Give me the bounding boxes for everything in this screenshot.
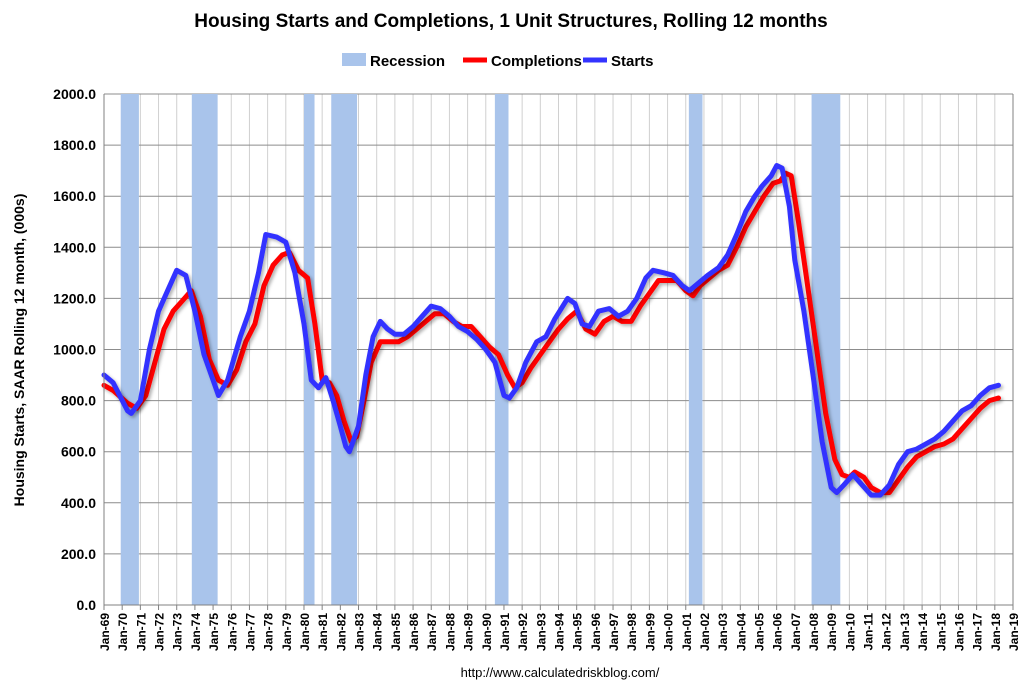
x-tick-label: Jan-96 [589, 613, 603, 651]
y-tick-label: 1000.0 [53, 342, 96, 358]
y-tick-label: 0.0 [77, 597, 97, 613]
y-tick-label: 1600.0 [53, 188, 96, 204]
x-tick-label: Jan-18 [989, 613, 1003, 651]
x-tick-label: Jan-09 [825, 613, 839, 651]
x-tick-label: Jan-81 [316, 613, 330, 651]
x-tick-label: Jan-76 [225, 613, 239, 651]
x-tick-label: Jan-71 [134, 613, 148, 651]
x-tick-label: Jan-01 [680, 613, 694, 651]
x-tick-label: Jan-77 [243, 613, 257, 651]
x-tick-label: Jan-13 [898, 613, 912, 651]
x-tick-label: Jan-82 [334, 613, 348, 651]
x-tick-label: Jan-15 [934, 613, 948, 651]
x-tick-label: Jan-19 [1007, 613, 1021, 651]
recession-band [688, 94, 703, 605]
recession-band [120, 94, 139, 605]
x-tick-label: Jan-80 [298, 613, 312, 651]
y-tick-label: 400.0 [61, 495, 96, 511]
x-tick-label: Jan-00 [662, 613, 676, 651]
x-tick-label: Jan-03 [716, 613, 730, 651]
x-tick-label: Jan-14 [916, 613, 930, 651]
x-tick-label: Jan-90 [480, 613, 494, 651]
legend: Recession Completions Starts [342, 53, 654, 70]
x-tick-label: Jan-91 [498, 613, 512, 651]
y-tick-label: 200.0 [61, 546, 96, 562]
x-tick-label: Jan-02 [698, 613, 712, 651]
legend-label: Completions [491, 53, 582, 70]
legend-label: Starts [611, 53, 654, 70]
x-tick-label: Jan-97 [607, 613, 621, 651]
x-tick-label: Jan-11 [862, 613, 876, 651]
y-tick-label: 1800.0 [53, 137, 96, 153]
x-tick-label: Jan-70 [116, 613, 130, 651]
y-axis-label: Housing Starts, SAAR Rolling 12 month, (… [11, 194, 27, 507]
x-tick-label: Jan-17 [971, 613, 985, 651]
axes: Jan-69 Jan-70 Jan-71 Jan-72 Jan-73 Jan-74 Jan-… [53, 86, 1021, 651]
y-tick-label: 600.0 [61, 444, 96, 460]
x-tick-label: Jan-93 [534, 613, 548, 651]
x-tick-label: Jan-98 [625, 613, 639, 651]
x-tick-label: Jan-69 [98, 613, 112, 651]
x-tick-label: Jan-78 [262, 613, 276, 651]
x-tick-label: Jan-87 [425, 613, 439, 651]
x-tick-label: Jan-86 [407, 613, 421, 651]
x-tick-label: Jan-84 [371, 613, 385, 651]
x-tick-label: Jan-72 [153, 613, 167, 651]
x-tick-label: Jan-99 [643, 613, 657, 651]
x-tick-label: Jan-12 [880, 613, 894, 651]
x-tick-label: Jan-07 [789, 613, 803, 651]
x-tick-label: Jan-79 [280, 613, 294, 651]
legend-swatch [342, 53, 366, 66]
y-tick-label: 1200.0 [53, 290, 96, 306]
legend-item-recession: Recession [342, 53, 445, 70]
chart-title: Housing Starts and Completions, 1 Unit S… [194, 11, 827, 32]
y-tick-label: 800.0 [61, 393, 96, 409]
y-tick-label: 2000.0 [53, 86, 96, 102]
x-tick-label: Jan-74 [189, 613, 203, 651]
x-tick-label: Jan-05 [752, 613, 766, 651]
series-starts [101, 163, 1001, 498]
x-tick-label: Jan-06 [771, 613, 785, 651]
x-tick-label: Jan-95 [571, 613, 585, 651]
x-tick-label: Jan-89 [462, 613, 476, 651]
x-tick-label: Jan-04 [734, 613, 748, 651]
x-tick-label: Jan-73 [171, 613, 185, 651]
x-tick-label: Jan-75 [207, 613, 221, 651]
y-tick-label: 1400.0 [53, 239, 96, 255]
x-tick-label: Jan-92 [516, 613, 530, 651]
legend-item-starts: Starts [583, 53, 654, 70]
x-tick-label: Jan-10 [843, 613, 857, 651]
recession-band [494, 94, 509, 605]
grid [104, 93, 1014, 605]
x-tick-label: Jan-85 [389, 613, 403, 651]
x-tick-label: Jan-88 [443, 613, 457, 651]
series-lines [101, 163, 1001, 498]
x-tick-label: Jan-16 [952, 613, 966, 651]
legend-label: Recession [370, 53, 445, 70]
x-tick-label: Jan-83 [353, 613, 367, 651]
footer-url: http://www.calculatedriskblog.com/ [461, 665, 660, 680]
legend-item-completions: Completions [463, 53, 582, 70]
recession-band [331, 94, 358, 605]
x-tick-label: Jan-08 [807, 613, 821, 651]
x-tick-label: Jan-94 [553, 613, 567, 651]
series-completions [101, 170, 1001, 496]
